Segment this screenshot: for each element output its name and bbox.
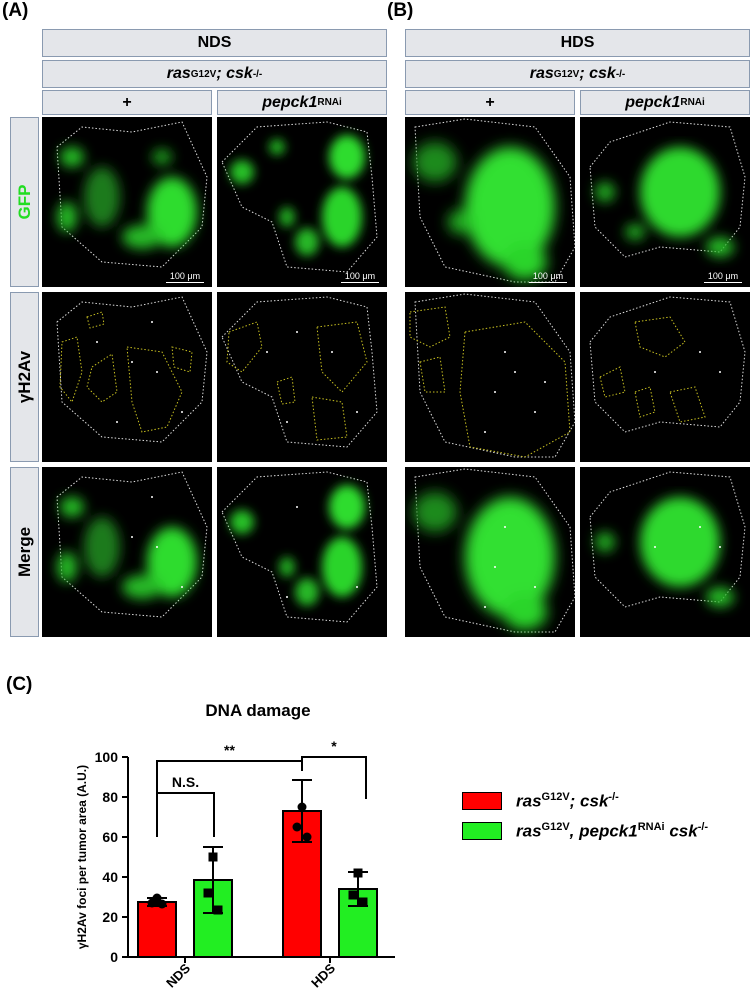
merge-image-hds-control xyxy=(405,467,575,637)
y-tick-label: 60 xyxy=(102,829,118,845)
significance-double-label: ** xyxy=(224,742,235,758)
header-hds: HDS xyxy=(405,29,750,57)
gfp-image-hds-control: 100 μm xyxy=(405,117,575,287)
header-rnai-nds: pepck1 RNAi xyxy=(217,90,387,115)
h2av-image-hds-rnai xyxy=(580,292,750,462)
significance-ns-label: N.S. xyxy=(172,774,199,790)
y-tick-label: 40 xyxy=(102,869,118,885)
data-point xyxy=(147,898,157,908)
scale-bar: 100 μm xyxy=(341,271,379,283)
y-tick-label: 0 xyxy=(110,949,118,965)
dna-damage-chart: DNA damage 0 20 40 60 80 100 γH2Av foci per tum… xyxy=(75,701,395,991)
legend-entry-rnai: rasG12V, pepck1RNAi csk-/- xyxy=(462,821,708,842)
x-tick-label: HDS xyxy=(308,960,338,990)
merge-image-hds-rnai xyxy=(580,467,750,637)
bar-control xyxy=(137,901,177,958)
header-genotype-nds: ras G12V; csk -/- xyxy=(42,60,387,88)
merge-image-nds-rnai xyxy=(217,467,387,637)
x-tick-label: NDS xyxy=(163,960,193,990)
y-tick-label: 20 xyxy=(102,909,118,925)
gfp-image-hds-rnai: 100 μm xyxy=(580,117,750,287)
scale-bar: 100 μm xyxy=(166,271,204,283)
gfp-image-nds-rnai: 100 μm xyxy=(217,117,387,287)
significance-single-label: * xyxy=(331,738,337,754)
data-point xyxy=(157,899,167,909)
legend-swatch-green xyxy=(462,822,502,841)
data-point xyxy=(292,822,302,832)
data-point xyxy=(203,888,213,898)
gfp-image-nds-control: 100 μm xyxy=(42,117,212,287)
panel-label-a: (A) xyxy=(2,0,29,21)
y-tick-label: 80 xyxy=(102,789,118,805)
data-point xyxy=(297,802,307,812)
panel-label-b: (B) xyxy=(387,0,414,21)
data-point xyxy=(358,897,368,907)
panel-label-c: (C) xyxy=(6,674,33,695)
h2av-image-nds-control xyxy=(42,292,212,462)
row-label-gfp: GFP xyxy=(10,117,39,287)
chart-title: DNA damage xyxy=(205,701,310,720)
legend-entry-control: rasG12V; csk-/- xyxy=(462,791,619,812)
h2av-image-hds-control xyxy=(405,292,575,462)
header-control-nds: + xyxy=(42,90,212,115)
header-rnai-hds: pepck1 RNAi xyxy=(580,90,750,115)
data-point xyxy=(348,890,358,900)
merge-image-nds-control xyxy=(42,467,212,637)
scale-bar: 100 μm xyxy=(529,271,567,283)
header-nds: NDS xyxy=(42,29,387,57)
data-point xyxy=(208,852,218,862)
data-point xyxy=(302,832,312,842)
h2av-image-nds-rnai xyxy=(217,292,387,462)
row-label-h2av: γH2Av xyxy=(10,292,39,462)
y-axis-label: γH2Av foci per tumor area (A.U.) xyxy=(75,765,89,949)
scale-bar: 100 μm xyxy=(704,271,742,283)
row-label-merge: Merge xyxy=(10,467,39,637)
significance-single xyxy=(301,756,367,799)
data-point xyxy=(353,868,363,878)
header-genotype-hds: ras G12V; csk -/- xyxy=(405,60,750,88)
y-tick-label: 100 xyxy=(95,749,119,765)
legend-swatch-red xyxy=(462,792,502,811)
significance-ns xyxy=(156,792,215,837)
header-control-hds: + xyxy=(405,90,575,115)
data-point xyxy=(213,905,223,915)
